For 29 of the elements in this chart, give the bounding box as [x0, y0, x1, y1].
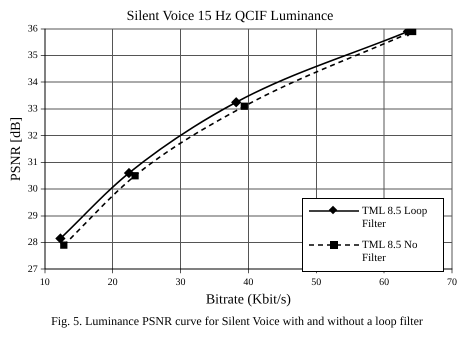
point: [56, 234, 66, 244]
point: [240, 102, 248, 110]
y-tick-label: 28: [28, 237, 38, 248]
y-tick-label: 33: [28, 104, 38, 115]
y-tick-label: 32: [28, 130, 38, 142]
legend-label: TML 8.5 Loop Filter: [362, 205, 428, 231]
y-tick-label: 36: [28, 23, 38, 34]
x-tick-label: 70: [447, 276, 457, 288]
point: [131, 172, 139, 180]
y-tick-label: 31: [28, 156, 38, 168]
x-tick-label: 40: [243, 276, 254, 288]
legend-label: TML 8.5 No Filter: [362, 239, 419, 265]
x-tick-label: 50: [311, 276, 322, 288]
y-tick-label: 34: [28, 76, 38, 88]
y-tick-label: 30: [28, 184, 38, 195]
y-tick-label: 27: [28, 264, 38, 275]
point: [60, 242, 68, 249]
caption: Fig. 5. Luminance PSNR curve for Silent Voice with and without a loop filter: [50, 314, 424, 329]
y-tick-label: 35: [28, 50, 38, 62]
chart-title: Silent Voice 15 Hz QCIF Luminance: [126, 9, 334, 24]
y-axis-title: PSNR [dB]: [9, 116, 24, 182]
y-tick-label: 29: [28, 210, 38, 222]
x-tick-label: 20: [108, 276, 118, 288]
point: [231, 97, 241, 108]
x-axis-title: Bitrate (Kbit/s): [206, 292, 292, 308]
x-tick-label: 60: [379, 276, 390, 288]
x-tick-label: 30: [176, 276, 186, 288]
point: [124, 168, 134, 178]
x-tick-label: 10: [40, 276, 50, 288]
